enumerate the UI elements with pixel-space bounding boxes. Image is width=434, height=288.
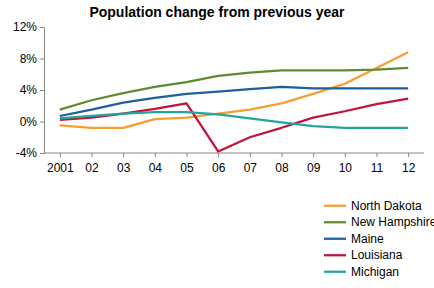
y-axis: -4% 0% 4% 8% 12% [13, 20, 45, 160]
lines [60, 52, 408, 151]
x-tick-mark [345, 153, 346, 157]
x-axis: 2001 02 03 04 05 06 07 08 09 10 11 12 [44, 153, 424, 175]
legend-swatch [324, 205, 346, 207]
legend-label: Louisiana [351, 248, 403, 262]
legend-label: North Dakota [351, 199, 422, 213]
legend-label: Michigan [351, 265, 399, 279]
legend-swatch [324, 221, 346, 223]
x-tick-label: 2001 [47, 161, 74, 175]
x-tick: 09 [307, 153, 321, 175]
y-tick-mark [40, 90, 44, 91]
x-tick-label: 09 [307, 161, 321, 175]
y-axis-line [40, 28, 45, 154]
x-tick-mark [408, 153, 409, 157]
x-tick: 07 [244, 153, 258, 175]
legend-label: New Hampshire [351, 215, 434, 229]
x-axis-line [44, 153, 424, 154]
x-tick-mark [60, 153, 61, 157]
x-tick-mark [313, 153, 314, 157]
x-tick-label: 03 [117, 161, 131, 175]
legend-swatch [324, 254, 346, 256]
x-tick-label: 10 [339, 161, 353, 175]
x-tick-mark [377, 153, 378, 157]
x-tick: 11 [371, 153, 384, 175]
y-tick: 12% [13, 20, 44, 34]
y-tick-label: 0% [20, 115, 38, 129]
chart: Population change from previous year -4% 0… [0, 0, 434, 288]
x-tick-label: 12 [402, 161, 416, 175]
legend-swatch [324, 238, 346, 240]
y-tick-label: 4% [20, 83, 38, 97]
y-tick: 0% [20, 115, 44, 129]
series-line [60, 87, 408, 116]
y-tick: 8% [20, 52, 44, 66]
x-tick-label: 04 [149, 161, 163, 175]
y-tick-label: -4% [16, 146, 38, 160]
x-tick: 06 [212, 153, 226, 175]
x-tick-mark [218, 153, 219, 157]
x-tick-mark [187, 153, 188, 157]
x-tick: 02 [85, 153, 99, 175]
x-tick-label: 07 [244, 161, 258, 175]
y-tick-label: 12% [13, 20, 37, 34]
x-tick: 05 [180, 153, 194, 175]
series-line [60, 52, 408, 128]
x-tick-label: 08 [275, 161, 289, 175]
x-tick: 04 [149, 153, 163, 175]
series-line [60, 99, 408, 152]
x-tick-mark [155, 153, 156, 157]
series-line [60, 112, 408, 128]
y-tick-mark [40, 122, 44, 123]
x-tick-mark [250, 153, 251, 157]
y-tick-mark [40, 153, 44, 154]
legend-swatch [324, 271, 346, 273]
x-tick: 03 [117, 153, 131, 175]
legend: North Dakota New Hampshire Maine Louisiana M… [324, 199, 434, 279]
y-tick: -4% [16, 146, 44, 160]
y-tick-mark [40, 27, 44, 28]
x-tick-label: 05 [180, 161, 194, 175]
x-tick: 10 [339, 153, 353, 175]
x-tick: 12 [402, 153, 416, 175]
y-tick: 4% [20, 83, 44, 97]
x-tick: 2001 [47, 153, 74, 175]
x-tick-mark [282, 153, 283, 157]
x-tick-mark [92, 153, 93, 157]
x-tick-label: 11 [371, 161, 384, 175]
chart-title: Population change from previous year [89, 4, 345, 20]
legend-label: Maine [351, 232, 384, 246]
x-tick-label: 02 [85, 161, 99, 175]
x-tick-label: 06 [212, 161, 226, 175]
x-tick: 08 [275, 153, 289, 175]
y-tick-mark [40, 59, 44, 60]
y-tick-label: 8% [20, 52, 38, 66]
x-tick-mark [123, 153, 124, 157]
